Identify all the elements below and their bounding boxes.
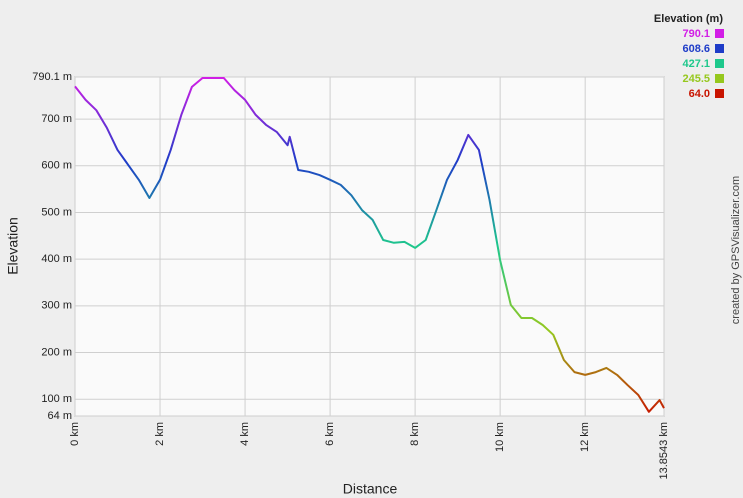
plot-area [74, 76, 665, 417]
legend-swatch [715, 44, 724, 53]
legend-label: 608.6 [682, 43, 710, 55]
legend-label: 245.5 [682, 73, 710, 85]
y-tick-label: 790.1 m [32, 71, 72, 83]
x-tick-label: 8 km [409, 422, 421, 446]
y-tick-label: 300 m [41, 300, 72, 312]
x-tick-label: 6 km [324, 422, 336, 446]
y-tick-label: 700 m [41, 113, 72, 125]
legend-title: Elevation (m) [654, 13, 723, 25]
x-tick-label: 4 km [239, 422, 251, 446]
y-tick-label: 100 m [41, 393, 72, 405]
x-tick-label: 12 km [579, 422, 591, 452]
x-tick-label: 13.8543 km [658, 422, 670, 479]
elevation-line [74, 77, 665, 413]
legend-label: 790.1 [682, 28, 710, 40]
y-tick-label: 200 m [41, 346, 72, 358]
y-tick-label: 500 m [41, 206, 72, 218]
legend-swatch [715, 74, 724, 83]
legend-swatch [715, 89, 724, 98]
credit: created by GPSVisualizer.com [730, 176, 742, 324]
legend-swatch [715, 59, 724, 68]
x-tick-label: 10 km [494, 422, 506, 452]
y-tick-label: 64 m [48, 410, 72, 422]
y-tick-label: 400 m [41, 253, 72, 265]
legend-swatch [715, 29, 724, 38]
y-tick-label: 600 m [41, 160, 72, 172]
x-axis-label: Distance [343, 481, 398, 497]
x-tick-label: 0 km [69, 422, 81, 446]
x-tick-label: 2 km [154, 422, 166, 446]
legend-label: 427.1 [682, 58, 710, 70]
y-axis-label: Elevation [5, 217, 21, 275]
legend-label: 64.0 [689, 88, 710, 100]
